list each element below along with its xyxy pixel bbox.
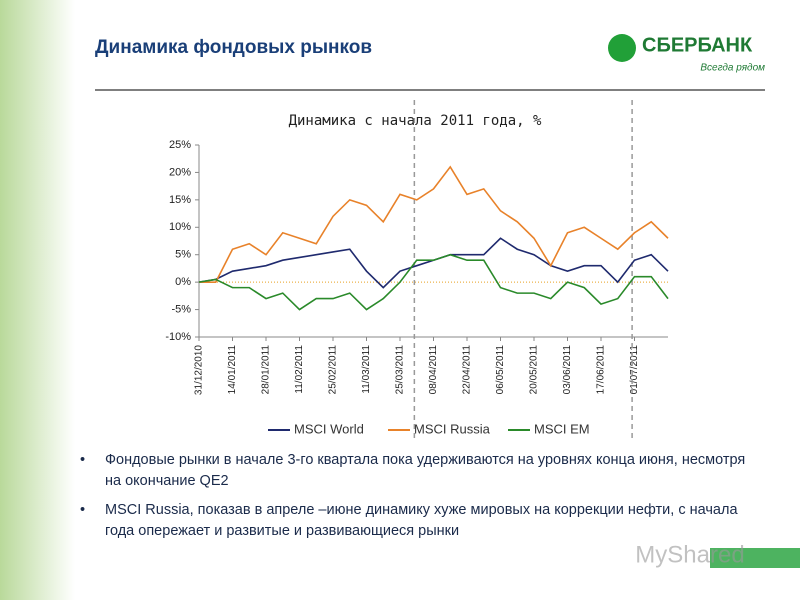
logo-name: СБЕРБАНК [642, 34, 753, 56]
x-tick-label: 03/06/2011 [562, 345, 573, 395]
slide-title: Динамика фондовых рынков [95, 37, 372, 58]
x-tick-label: 01/07/2011 [629, 345, 640, 395]
y-tick-label: -10% [165, 331, 191, 343]
bullet: MSCI Russia, показав в апреле –июне дина… [80, 500, 760, 542]
series-line [199, 165, 669, 283]
watermark: MyShared [635, 541, 744, 568]
legend-label: MSCI World [294, 421, 364, 436]
x-tick-label: 06/05/2011 [495, 345, 506, 395]
x-tick-label: 08/04/2011 [428, 345, 439, 395]
x-tick-label: 14/01/2011 [227, 345, 238, 395]
bullet-list: Фондовые рынки в начале 3-го квартала по… [80, 450, 760, 550]
bullet: Фондовые рынки в начале 3-го квартала по… [80, 450, 760, 492]
x-tick-label: 22/04/2011 [462, 345, 473, 395]
y-tick-label: 10% [169, 221, 191, 233]
y-tick-label: 25% [169, 139, 191, 151]
x-tick-label: 11/03/2011 [361, 345, 372, 394]
x-tick-label: 17/06/2011 [596, 345, 607, 395]
x-tick-label: 25/02/2011 [328, 345, 339, 395]
x-tick-label: 31/12/2010 [194, 345, 205, 395]
x-tick-label: 20/05/2011 [529, 345, 540, 395]
y-tick-label: 0% [175, 276, 191, 288]
y-tick-label: 15% [169, 194, 191, 206]
series-line [198, 253, 669, 311]
legend-label: MSCI EM [534, 421, 590, 436]
x-tick-label: 25/03/2011 [395, 345, 406, 395]
y-tick-label: 5% [175, 249, 191, 261]
chart-title: Динамика с начала 2011 года, % [289, 113, 542, 129]
footer-bar [710, 548, 800, 568]
y-tick-label: 20% [169, 166, 191, 178]
legend-label: MSCI Russia [414, 421, 491, 436]
x-tick-label: 28/01/2011 [261, 345, 272, 395]
logo-icon [608, 34, 636, 62]
x-tick-label: 11/02/2011 [294, 345, 305, 394]
side-decoration [0, 0, 75, 600]
series-line [198, 237, 669, 289]
logo-slogan: Всегда рядом [700, 63, 765, 74]
y-tick-label: -5% [171, 303, 191, 315]
